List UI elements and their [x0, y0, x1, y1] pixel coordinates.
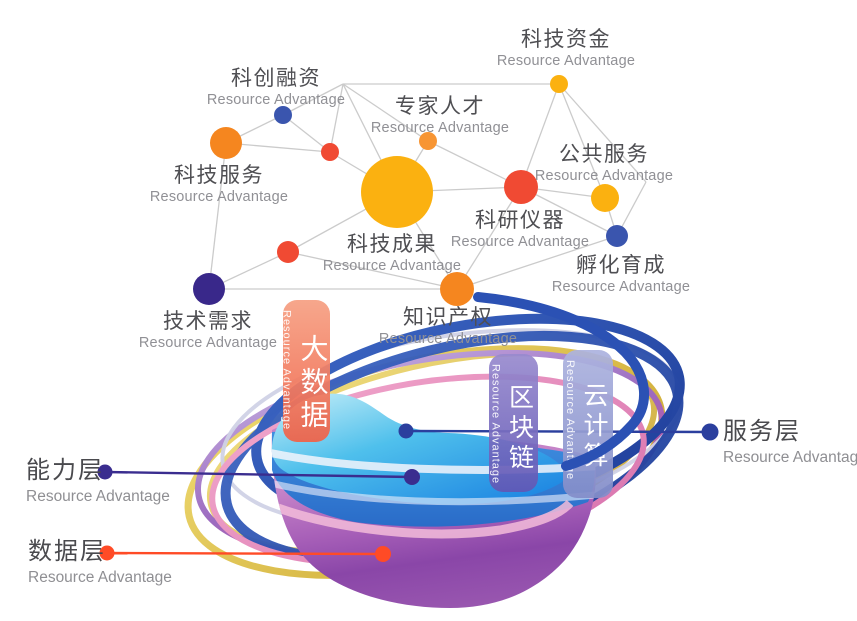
pill-big-data-title: 大数据	[297, 334, 329, 433]
label-data-layer: 数据层 Resource Advantage	[28, 538, 172, 587]
pill-blockchain-title: 区块链	[505, 384, 534, 474]
label-ability-layer: 能力层 Resource Advantage	[26, 457, 170, 506]
node-kechuang-rongzi	[274, 106, 292, 124]
label-kechuang-rongzi: 科创融资 Resource Advantage	[206, 67, 346, 108]
label-keji-zijin: 科技资金 Resource Advantage	[496, 28, 636, 69]
network-nodes	[193, 75, 628, 306]
node-red-small-top	[321, 143, 339, 161]
label-keyan-yiqi: 科研仪器 Resource Advantage	[450, 209, 590, 250]
service-layer-anchor-dot	[398, 423, 414, 439]
node-keyan-yiqi	[504, 170, 538, 204]
service-layer-label-dot	[701, 423, 719, 441]
node-fuhua-yucheng	[606, 225, 628, 247]
label-zhishi-chanquan: 知识产权 Resource Advantage	[378, 306, 518, 347]
label-fuhua-yucheng: 孵化育成 Resource Advantage	[551, 254, 691, 295]
callout-lines	[97, 423, 719, 562]
node-jishu-xuqiu	[193, 273, 225, 305]
data-layer-anchor-dot	[375, 546, 391, 562]
node-zhishi-chanquan	[440, 272, 474, 306]
ability-layer-label-dot	[97, 464, 113, 480]
data-layer-label-dot	[99, 545, 115, 561]
pill-big-data: Resource Advantage 大数据	[280, 300, 330, 442]
pill-cloud-subtitle: Resource Advantage	[564, 360, 577, 481]
label-keji-chengguo: 科技成果 Resource Advantage	[322, 233, 462, 274]
ability-layer-anchor-dot	[404, 469, 420, 485]
label-zhuanjia-rencai: 专家人才 Resource Advantage	[370, 95, 510, 136]
node-keji-fuwu	[210, 127, 242, 159]
node-keji-chengguo	[361, 156, 433, 228]
pill-cloud-computing: Resource Advantage 云计算	[563, 350, 613, 498]
node-keji-zijin	[550, 75, 568, 93]
node-zhuanjia-rencai	[419, 132, 437, 150]
pill-blockchain: Resource Advantage 区块链	[489, 354, 538, 492]
pill-cloud-title: 云计算	[580, 382, 609, 472]
pill-big-data-subtitle: Resource Advantage	[280, 310, 293, 431]
label-gonggong-fuwu: 公共服务 Resource Advantage	[534, 143, 674, 184]
network-edges	[208, 83, 647, 290]
pill-blockchain-subtitle: Resource Advantage	[489, 364, 502, 485]
label-service-layer: 服务层 Resource Advantage	[723, 418, 857, 467]
node-red-small-left	[277, 241, 299, 263]
label-jishu-xuqiu: 技术需求 Resource Advantage	[138, 310, 278, 351]
label-keji-fuwu: 科技服务 Resource Advantage	[149, 164, 289, 205]
node-gonggong-fuwu	[591, 184, 619, 212]
